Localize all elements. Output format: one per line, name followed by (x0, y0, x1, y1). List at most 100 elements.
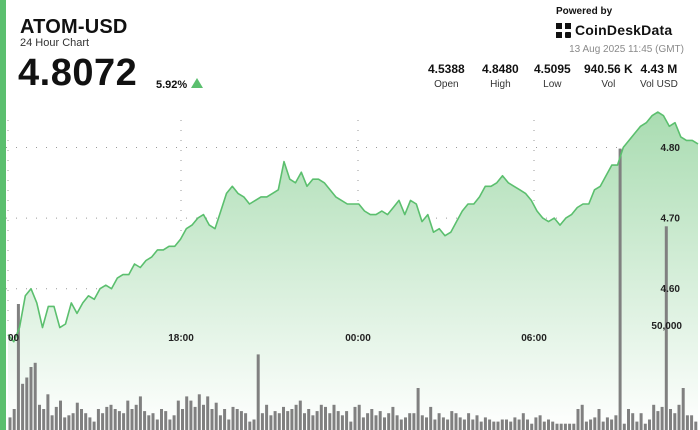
volume-bar (282, 406, 285, 430)
stat-low: 4.5095 Low (534, 62, 571, 90)
price-line (7, 111, 699, 343)
y-tick-label: 4.80 (661, 143, 681, 154)
volume-bar (357, 404, 361, 430)
brand-name: CoinDeskData (575, 22, 673, 38)
volume-bar (277, 413, 281, 430)
volume-bar (67, 415, 71, 430)
volume-bar (429, 406, 433, 430)
volume-bar (500, 419, 504, 430)
stat-value: 4.8480 (482, 62, 519, 76)
stat-label: High (490, 79, 511, 90)
volume-bar (50, 415, 54, 430)
page-title: ATOM-USD (20, 16, 128, 38)
volume-bar (627, 409, 630, 430)
volume-bar (319, 404, 323, 430)
volume-bar (239, 411, 243, 430)
volume-bar (315, 411, 319, 430)
volume-bar (605, 417, 609, 430)
x-tick-label: 18:00 (168, 333, 194, 344)
volume-bar (181, 409, 184, 430)
volume-bar (685, 415, 689, 430)
volume-bar (631, 413, 635, 430)
volume-bar (252, 419, 256, 430)
volume-bar (530, 423, 534, 430)
volume-bar (71, 413, 75, 430)
volume-bar (547, 419, 550, 430)
volume-bar (248, 421, 252, 430)
volume-bar (80, 409, 83, 430)
volume-bar (151, 413, 155, 430)
volume-bar (538, 415, 542, 430)
volume-bar (16, 304, 20, 430)
volume-bar (690, 415, 694, 430)
volume-bar (694, 421, 698, 430)
volume-bar (210, 409, 214, 430)
volume-bar (614, 415, 618, 430)
brand-logo[interactable]: CoinDeskData (556, 22, 672, 38)
volume-bar (383, 417, 386, 430)
volume-bar (610, 419, 614, 430)
volume-bars (8, 148, 698, 430)
volume-bar (33, 362, 37, 430)
volume-bar (223, 409, 227, 430)
volume-bar (639, 413, 643, 430)
volume-bar (88, 417, 92, 430)
coindesk-logo-icon (556, 22, 571, 38)
stat-label: Vol (601, 79, 616, 90)
volume-bar (597, 409, 601, 430)
volume-bar (168, 419, 172, 430)
volume-bar (59, 400, 62, 430)
volume-bar (505, 419, 508, 430)
volume-bar (29, 367, 33, 430)
volume-bar (332, 404, 336, 430)
price-area (8, 112, 698, 430)
volume-bar (8, 417, 12, 430)
volume-bar (601, 421, 605, 430)
stat-open: 4.5388 Open (428, 62, 465, 90)
volume-bar (328, 413, 332, 430)
volume-bar (340, 415, 344, 430)
volume-bar (652, 404, 656, 430)
volume-bar (46, 394, 50, 430)
volume-bar (681, 388, 685, 430)
volume-bar (265, 404, 269, 430)
volume-bar (21, 383, 25, 430)
stat-value: 4.5388 (428, 62, 465, 76)
volume-bar (622, 423, 626, 430)
stat-high: 4.8480 High (482, 62, 519, 90)
volume-bar (509, 421, 513, 430)
stat-label: Low (543, 79, 562, 90)
volume-bar (75, 402, 79, 430)
stat-label: Open (434, 79, 459, 90)
volume-bar (395, 415, 399, 430)
volume-tick-label: 50,000 (651, 321, 682, 332)
volume-bar (446, 419, 450, 430)
volume-bar (311, 415, 315, 430)
volume-bar (399, 419, 403, 430)
volume-bar (656, 411, 660, 430)
volume-bar (42, 409, 46, 430)
volume-bar (349, 421, 353, 430)
powered-by-label: Powered by (556, 6, 613, 17)
volume-bar (513, 417, 517, 430)
volume-bar (227, 419, 231, 430)
volume-bar (572, 423, 576, 430)
volume-bar (197, 394, 201, 430)
volume-bar (206, 396, 210, 430)
volume-bar (479, 421, 483, 430)
volume-bar (160, 409, 163, 430)
volume-bar (475, 415, 479, 430)
volume-bar (404, 417, 407, 430)
stat-vol-usd: 4.43 M Vol USD (640, 62, 678, 90)
volume-bar (559, 423, 563, 430)
volume-bar (635, 421, 639, 430)
volume-bar (551, 421, 555, 430)
volume-bar (185, 396, 189, 430)
y-tick-label: 4.70 (661, 214, 681, 225)
volume-bar (416, 388, 420, 430)
volume-bar (378, 411, 382, 430)
volume-bar (387, 413, 391, 430)
volume-bar (298, 400, 302, 430)
volume-bar (122, 413, 126, 430)
